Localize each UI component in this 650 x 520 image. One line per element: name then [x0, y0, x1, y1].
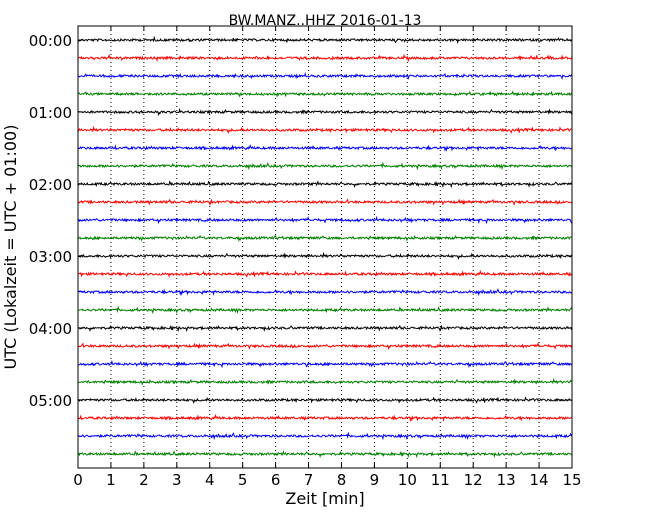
x-tick-label: 3 [172, 471, 182, 489]
y-tick-label: 01:00 [29, 104, 72, 122]
trace-line [77, 269, 573, 278]
x-tick-label: 13 [497, 471, 516, 489]
x-tick-label: 10 [398, 471, 417, 489]
trace-line [77, 396, 573, 405]
y-axis: 00:00 01:00 02:00 03:00 04:00 05:00 [29, 32, 572, 410]
x-tick-label: 7 [304, 471, 314, 489]
trace-line [78, 305, 573, 315]
chart-title: BW.MANZ..HHZ 2016-01-13 [229, 13, 422, 29]
trace-line [77, 90, 573, 98]
y-tick-label: 02:00 [29, 176, 72, 194]
trace-line [77, 143, 573, 152]
trace-line [77, 161, 573, 171]
trace-line [77, 359, 572, 369]
trace-line [77, 35, 573, 45]
trace-line [77, 342, 573, 351]
trace-line [77, 288, 573, 297]
x-tick-label: 4 [205, 471, 215, 489]
trace-line [77, 53, 573, 63]
trace-line [77, 71, 573, 81]
trace-line [77, 450, 573, 459]
trace-line [77, 324, 573, 333]
y-tick-label: 03:00 [29, 248, 72, 266]
x-axis-label: Zeit [min] [285, 489, 364, 508]
x-tick-label: 8 [337, 471, 347, 489]
trace-line [77, 251, 573, 261]
x-tick-label: 15 [562, 471, 581, 489]
x-tick-label: 1 [106, 471, 116, 489]
x-tick-label: 12 [464, 471, 483, 489]
x-axis: 0 1 2 3 4 5 6 7 8 9 10 11 12 13 14 15 [73, 26, 582, 489]
x-grid [110, 26, 540, 468]
x-tick-label: 14 [530, 471, 549, 489]
x-tick-label: 5 [238, 471, 248, 489]
trace-line [77, 431, 573, 441]
x-tick-label: 9 [370, 471, 380, 489]
plot-frame [77, 25, 573, 469]
trace-line [77, 107, 573, 117]
y-tick-label: 00:00 [29, 32, 72, 50]
trace-line [77, 198, 573, 206]
trace-line [77, 125, 573, 135]
y-axis-label: UTC (Lokalzeit = UTC + 01:00) [1, 125, 20, 370]
trace-line [77, 377, 573, 386]
trace-line [77, 234, 573, 243]
x-tick-label: 6 [271, 471, 281, 489]
trace-line [77, 413, 573, 422]
trace-line [77, 215, 573, 225]
y-tick-label: 04:00 [29, 320, 72, 338]
seismic-traces [77, 35, 573, 459]
x-tick-label: 2 [139, 471, 149, 489]
x-tick-label: 11 [431, 471, 450, 489]
x-tick-label: 0 [73, 471, 83, 489]
y-tick-label: 05:00 [29, 392, 72, 410]
trace-line [77, 180, 573, 189]
